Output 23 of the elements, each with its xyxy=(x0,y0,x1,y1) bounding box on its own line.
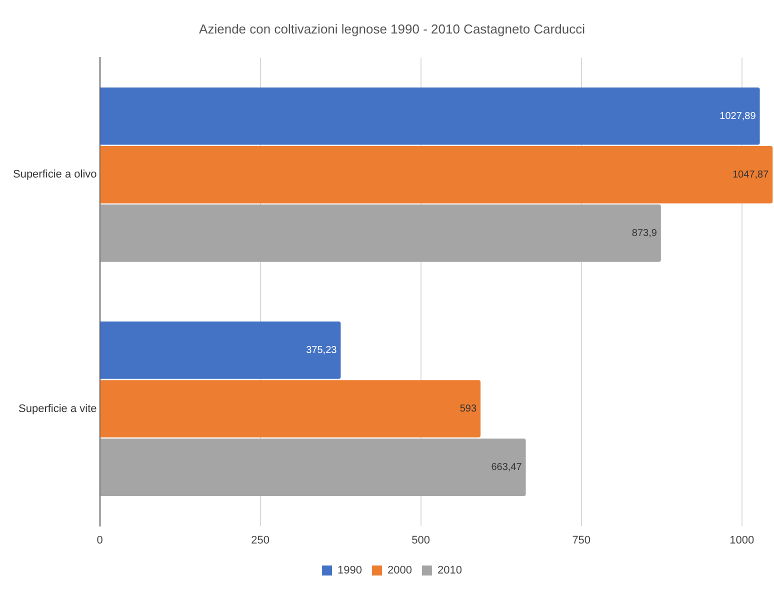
data-label: 1027,89 xyxy=(720,110,756,122)
legend-label: 2010 xyxy=(437,564,462,577)
chart-title: Aziende con coltivazioni legnose 1990 - 2010 Castagneto Carducci xyxy=(199,21,586,36)
legend-label: 2000 xyxy=(388,564,412,577)
x-tick-label: 750 xyxy=(572,534,591,546)
bar xyxy=(100,380,481,438)
bar xyxy=(100,87,760,145)
x-tick-label: 1000 xyxy=(730,534,754,546)
data-label: 375,23 xyxy=(306,344,338,356)
legend-label: 1990 xyxy=(338,564,362,577)
data-label: 593 xyxy=(460,404,477,414)
y-tick-label: Superficie a olivo xyxy=(12,168,97,181)
y-tick-label: Superficie a vite xyxy=(18,402,97,415)
x-tick-label: 500 xyxy=(412,534,430,546)
bar xyxy=(100,204,661,262)
data-label: 873,9 xyxy=(632,228,658,239)
data-label: 663,47 xyxy=(491,462,522,474)
bar xyxy=(100,438,526,496)
x-tick-label: 250 xyxy=(251,534,270,546)
bar xyxy=(100,322,341,379)
bar xyxy=(100,146,773,204)
x-tick-label: 0 xyxy=(96,534,103,546)
data-label: 1047,87 xyxy=(732,169,770,180)
